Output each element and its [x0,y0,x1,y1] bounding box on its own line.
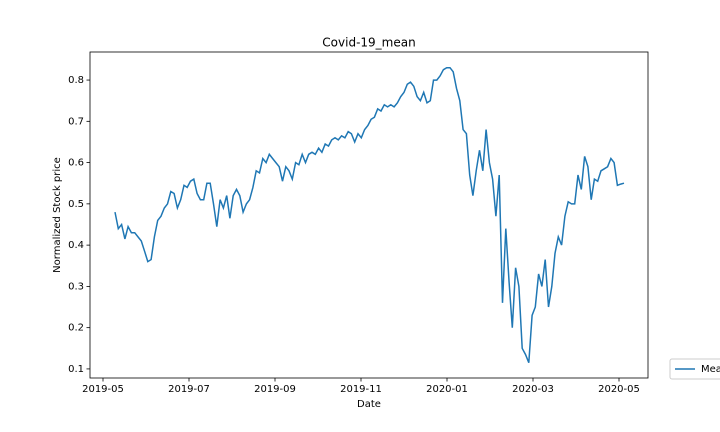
y-tick-label: 0.5 [68,199,84,210]
y-tick-label: 0.7 [68,116,84,127]
x-axis-label: Date [357,399,381,410]
line-series [114,66,625,363]
y-tick-label: 0.4 [68,240,84,251]
chart-title: Covid-19_mean [322,36,415,50]
y-tick-label: 0.6 [68,158,84,169]
legend-label: Mean [701,364,720,375]
x-tick-label: 2020-01 [426,384,468,395]
y-tick-label: 0.3 [68,281,84,292]
x-tick-label: 2020-05 [598,384,640,395]
x-tick-label: 2019-11 [340,384,382,395]
legend-box [669,358,720,380]
y-tick-label: 0.1 [68,364,84,375]
x-tick-label: 2020-03 [512,384,554,395]
x-tick-label: 2019-05 [82,384,124,395]
y-tick-label: 0.2 [68,323,84,334]
y-tick-label: 0.8 [68,75,84,86]
y-axis-label: Normalized Stock price [52,157,63,273]
plot-frame [89,51,649,379]
x-tick-label: 2019-09 [254,384,296,395]
x-tick-label: 2019-07 [168,384,210,395]
